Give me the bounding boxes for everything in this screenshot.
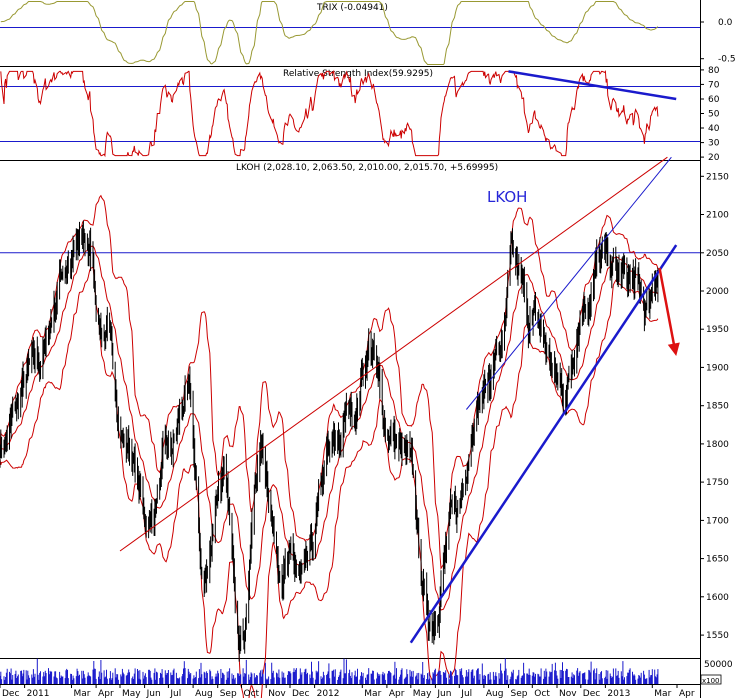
date-tick-label: Sep [220,689,237,698]
date-tick-label: Jun [436,689,451,698]
price-tick-label: 1950 [706,325,729,335]
date-tick-label: Aug [195,689,213,698]
trix-series-line [0,0,659,65]
price-tick-label: 2150 [706,172,729,182]
rsi-tick-label: 40 [708,124,720,134]
date-tick-label: Dec [2,689,19,698]
price-bars [0,220,659,662]
rsi-tick-label: 70 [708,80,720,90]
date-tick-label: 2013 [607,689,630,698]
date-tick-label: Apr [679,689,695,698]
trix-panel: TRIX (-0.04941) 0.0 -0.5 [0,0,735,65]
date-tick-label: Jul [460,689,472,698]
date-tick-label: 2012 [317,689,340,698]
date-tick-label: 2011 [27,689,50,698]
rsi-title: Relative Strength Index(59.9295) [283,69,433,79]
date-tick-label: May [122,689,141,698]
date-tick-label: Nov [268,689,286,698]
price-tick-label: 2100 [706,211,729,221]
price-tick-label: 1850 [706,402,729,412]
bollinger-lower-band [0,266,659,698]
ticker-label: LKOH [487,188,527,206]
bollinger-bands [0,194,659,698]
rsi-panel: Relative Strength Index(59.9295) 80 70 60 5… [0,66,720,163]
rsi-tick-label: 20 [708,153,720,163]
date-tick-label: Mar [364,689,381,698]
arrow-shaft [658,267,677,351]
volume-panel: 50000 x100 [0,658,733,685]
date-tick-label: Oct [244,689,260,698]
price-tick-label: 1650 [706,555,729,565]
date-tick-label: Jun [146,689,161,698]
arrow-head [667,342,680,356]
date-tick-label: Mar [74,689,91,698]
price-tick-label: 2000 [706,287,729,297]
projection-arrow [658,267,680,356]
date-tick-label: Apr [389,689,405,698]
trix-tick-label: 0.0 [718,18,733,28]
price-trendlines [119,156,678,644]
price-tick-label: 1700 [706,516,729,526]
price-panel: LKOH (2,028.10, 2,063.50, 2,010.00, 2,01… [0,156,729,698]
price-tick-label: 1600 [706,593,729,603]
price-tick-label: 2050 [706,249,729,259]
rsi-tick-label: 80 [708,66,720,76]
bollinger-upper-band [0,194,659,570]
date-tick-label: Aug [486,689,504,698]
price-tick-label: 1550 [706,631,729,641]
trix-title: TRIX (-0.04941) [316,3,388,13]
trix-axis: 0.0 -0.5 [700,18,735,65]
trendline-red-resistance [119,156,668,552]
bollinger-middle-band [0,245,659,611]
price-tick-label: 1800 [706,440,729,450]
date-tick-label: Oct [534,689,550,698]
date-tick-label: Nov [559,689,577,698]
rsi-axis: 80 70 60 50 40 30 20 [700,66,720,163]
date-axis: Dec 2011 Mar Apr May Jun Jul Aug Sep Oct Nov Dec 201… [0,684,695,698]
rsi-tick-label: 50 [708,110,720,120]
volume-scale-label: x100 [702,677,720,685]
date-tick-label: Dec [292,689,309,698]
panel-frames [0,0,701,698]
trendline-blue-support [409,244,678,644]
volume-bars [0,658,659,684]
date-tick-label: May [413,689,432,698]
trendline-blue-channel-upper [466,156,672,410]
rsi-tick-label: 30 [708,139,720,149]
rsi-tick-label: 60 [708,95,720,105]
trix-tick-label: -0.5 [718,55,735,65]
date-tick-label: Mar [654,689,671,698]
price-tick-label: 1750 [706,478,729,488]
date-tick-label: Dec [583,689,600,698]
price-axis: 2150 2100 2050 2000 1950 1900 1850 1800 1750 1700… [700,172,729,641]
date-tick-label: Apr [98,689,114,698]
volume-scale-box [700,674,722,685]
price-tick-label: 1900 [706,363,729,373]
rsi-series-line [0,69,659,158]
price-title: LKOH (2,028.10, 2,063.50, 2,010.00, 2,01… [236,163,498,173]
date-tick-label: Sep [511,689,528,698]
rsi-trendline [508,70,677,101]
date-tick-label: Jul [169,689,181,698]
volume-tick-label: 50000 [704,660,733,670]
